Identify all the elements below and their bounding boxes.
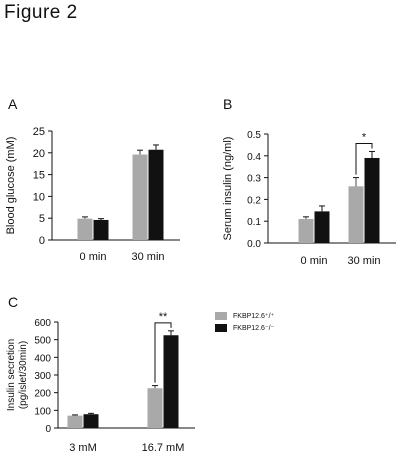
- panel-c-y-label-2: (pg/islet/30min): [18, 341, 29, 409]
- panel-a-y-tick-label: 0: [39, 235, 45, 247]
- panel-b-y-tick-label: 0.1: [247, 217, 261, 228]
- panel-c-x-tick-label: 16.7 mM: [142, 442, 185, 454]
- panel-a-x-tick-label: 30 min: [131, 251, 164, 263]
- panel-a-y-tick-label: 20: [33, 148, 45, 160]
- panel-a-bar: [77, 218, 93, 240]
- panel-c-bar: [83, 414, 99, 428]
- panel-letter-c: C: [8, 294, 19, 310]
- legend-label-2: FKBP12.6⁻/⁻: [233, 325, 275, 332]
- panel-b-bar: [298, 219, 314, 243]
- legend: FKBP12.6⁺/⁺ FKBP12.6⁻/⁻: [215, 312, 274, 336]
- panel-b-y-tick-label: 0.5: [247, 130, 261, 141]
- panel-c-y-tick-label: 400: [34, 353, 51, 364]
- panel-c-y-tick-label: 600: [34, 318, 51, 329]
- panel-c-x-tick-label: 3 mM: [69, 442, 97, 454]
- panel-a-y-label: Blood glucose (mM): [5, 137, 17, 235]
- panel-b-significance-bracket: [355, 142, 373, 175]
- panel-b-bar: [348, 186, 364, 243]
- panel-c-bar: [163, 335, 179, 428]
- panel-b-x-tick-label: 30 min: [347, 255, 380, 267]
- panel-a-bar: [93, 219, 109, 240]
- panel-b-bar: [364, 157, 380, 243]
- panel-a-x-tick-label: 0 min: [80, 251, 107, 263]
- panel-c-significance-bracket: [154, 322, 172, 383]
- panel-b-x-tick-label: 0 min: [301, 255, 328, 267]
- panel-a-y-tick-label: 10: [33, 191, 45, 203]
- panel-c-significance-mark: **: [159, 311, 168, 323]
- panel-c-y-tick-label: 500: [34, 336, 51, 347]
- legend-item-1: FKBP12.6⁺/⁺: [215, 312, 274, 320]
- figure-title: Figure 2: [4, 2, 78, 23]
- panel-c-y-tick-label: 300: [34, 371, 51, 382]
- legend-label-1: FKBP12.6⁺/⁺: [233, 313, 275, 320]
- panel-b-y-tick-label: 0.4: [247, 152, 261, 163]
- panel-c-y-tick-label: 0: [45, 424, 51, 435]
- panel-a-y-tick-label: 5: [39, 213, 45, 225]
- panel-b-y-label: Serum insulin (ng/ml): [222, 137, 234, 241]
- panel-b-significance-mark: *: [362, 131, 367, 143]
- panel-letter-a: A: [8, 96, 18, 112]
- panel-c-y-tick-label: 200: [34, 389, 51, 400]
- panel-b-y-tick-label: 0.3: [247, 174, 261, 185]
- panel-a-y-tick-label: 25: [33, 126, 45, 138]
- legend-item-2: FKBP12.6⁻/⁻: [215, 324, 274, 332]
- panel-b-bar: [314, 211, 330, 243]
- panel-c-bar: [67, 415, 83, 428]
- panel-a-bar: [132, 154, 148, 240]
- panel-a-y-tick-label: 15: [33, 170, 45, 182]
- panel-a-bar: [148, 149, 164, 240]
- legend-swatch-1: [215, 312, 227, 320]
- panel-b-y-tick-label: 0.2: [247, 195, 261, 206]
- legend-swatch-2: [215, 324, 227, 332]
- panel-b-y-tick-label: 0.0: [247, 239, 261, 250]
- panel-c-bar: [147, 388, 163, 428]
- panel-c-y-label: Insulin secretion: [6, 339, 17, 411]
- panel-c-y-tick-label: 100: [34, 406, 51, 417]
- panel-letter-b: B: [223, 96, 233, 112]
